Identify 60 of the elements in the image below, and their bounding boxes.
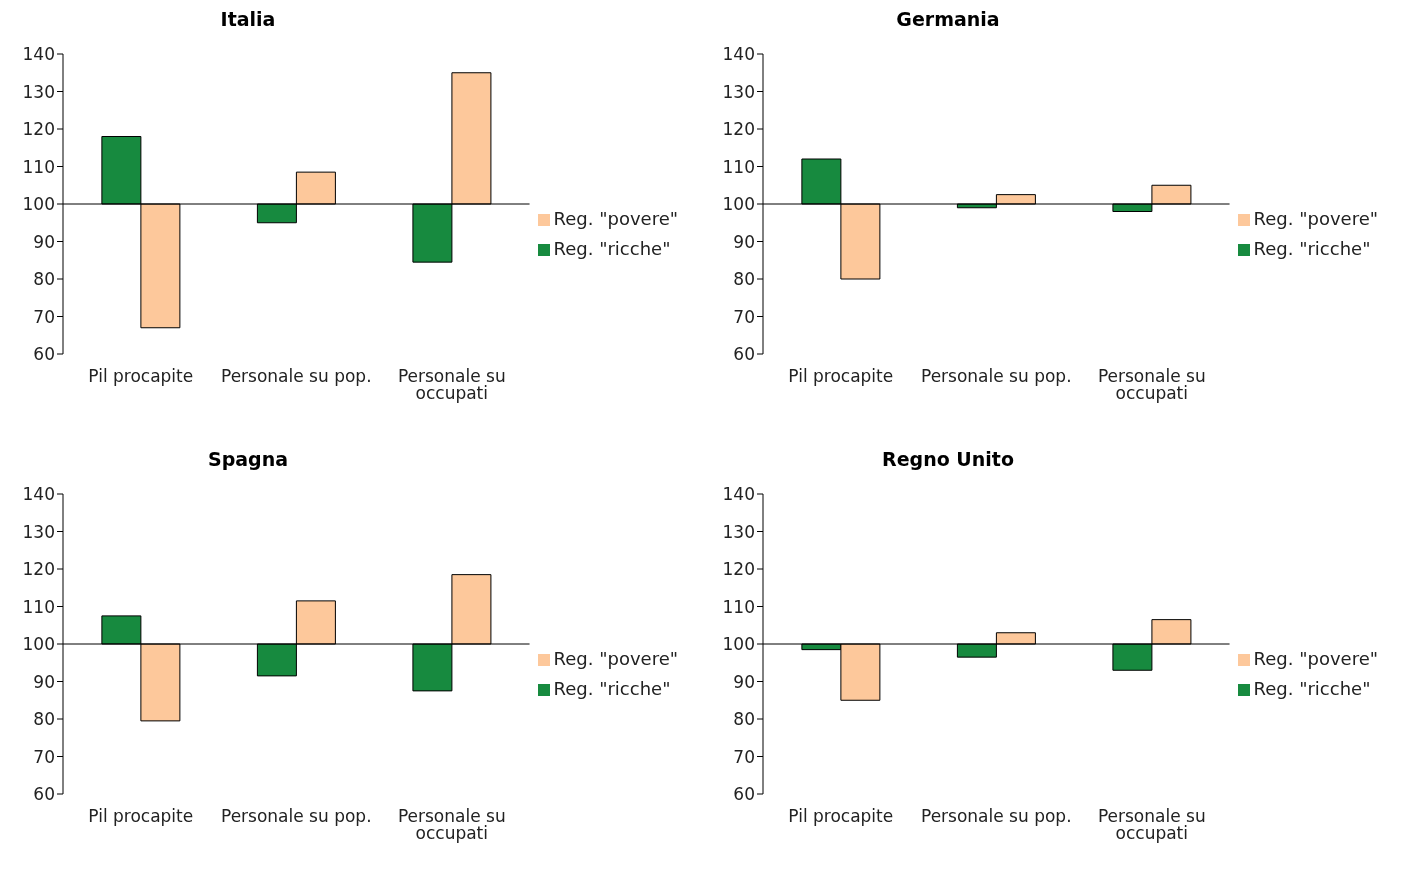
y-tick-label: 110 [722,596,755,617]
y-tick-label: 90 [33,671,55,692]
x-tick-label: Personale su pop. [920,366,1072,387]
y-tick-label: 60 [33,344,55,365]
y-tick-label: 120 [722,119,755,140]
x-tick-label: Pil procapite [788,366,894,387]
y-tick-label: 120 [22,119,55,140]
y-tick-label: 80 [733,709,755,730]
y-tick-label: 70 [33,746,55,767]
chart-title: Regno Unito [881,448,1015,472]
y-tick-label: 120 [22,559,55,580]
x-tick-label: Pil procapite [88,366,194,387]
x-tick-label: Personale su pop. [920,806,1072,827]
x-tick-label: Personale su pop. [220,366,372,387]
legend-label: Reg. "ricche" [553,238,671,259]
x-tick-label: Pil procapite [788,806,894,827]
chart-title: Germania [895,8,1001,32]
x-tick-label: Personale su occupati [1097,366,1206,404]
legend-label: Reg. "ricche" [553,678,671,699]
y-tick-label: 130 [22,81,55,102]
y-tick-label: 110 [22,596,55,617]
x-tick-label: Personale su occupati [397,806,506,844]
y-tick-label: 140 [722,44,755,65]
y-tick-label: 60 [733,344,755,365]
y-tick-label: 100 [722,634,755,655]
y-tick-label: 70 [733,306,755,327]
y-tick-label: 120 [722,559,755,580]
chart-title: Italia [219,8,277,32]
y-tick-label: 80 [733,269,755,290]
legend-label: Reg. "povere" [1253,648,1378,669]
y-tick-label: 140 [22,44,55,65]
x-tick-label: Pil procapite [88,806,194,827]
y-tick-label: 130 [722,521,755,542]
chart-title: Spagna [206,448,290,472]
legend-label: Reg. "ricche" [1253,678,1371,699]
y-tick-label: 130 [22,521,55,542]
y-tick-label: 140 [722,484,755,505]
y-tick-label: 110 [722,156,755,177]
y-tick-label: 100 [22,194,55,215]
x-tick-label: Personale su occupati [397,366,506,404]
y-tick-label: 80 [33,709,55,730]
legend-label: Reg. "povere" [1253,208,1378,229]
y-tick-label: 100 [722,194,755,215]
y-tick-label: 90 [33,231,55,252]
y-tick-label: 100 [22,634,55,655]
legend-label: Reg. "ricche" [1253,238,1371,259]
y-tick-label: 90 [733,231,755,252]
legend-label: Reg. "povere" [553,208,678,229]
legend-label: Reg. "povere" [553,648,678,669]
y-tick-label: 60 [733,784,755,805]
y-tick-label: 70 [733,746,755,767]
x-tick-label: Personale su pop. [220,806,372,827]
y-tick-label: 70 [33,306,55,327]
y-tick-label: 90 [733,671,755,692]
x-tick-label: Personale su occupati [1097,806,1206,844]
y-tick-label: 60 [33,784,55,805]
y-tick-label: 140 [22,484,55,505]
y-tick-label: 130 [722,81,755,102]
y-tick-label: 110 [22,156,55,177]
y-tick-label: 80 [33,269,55,290]
